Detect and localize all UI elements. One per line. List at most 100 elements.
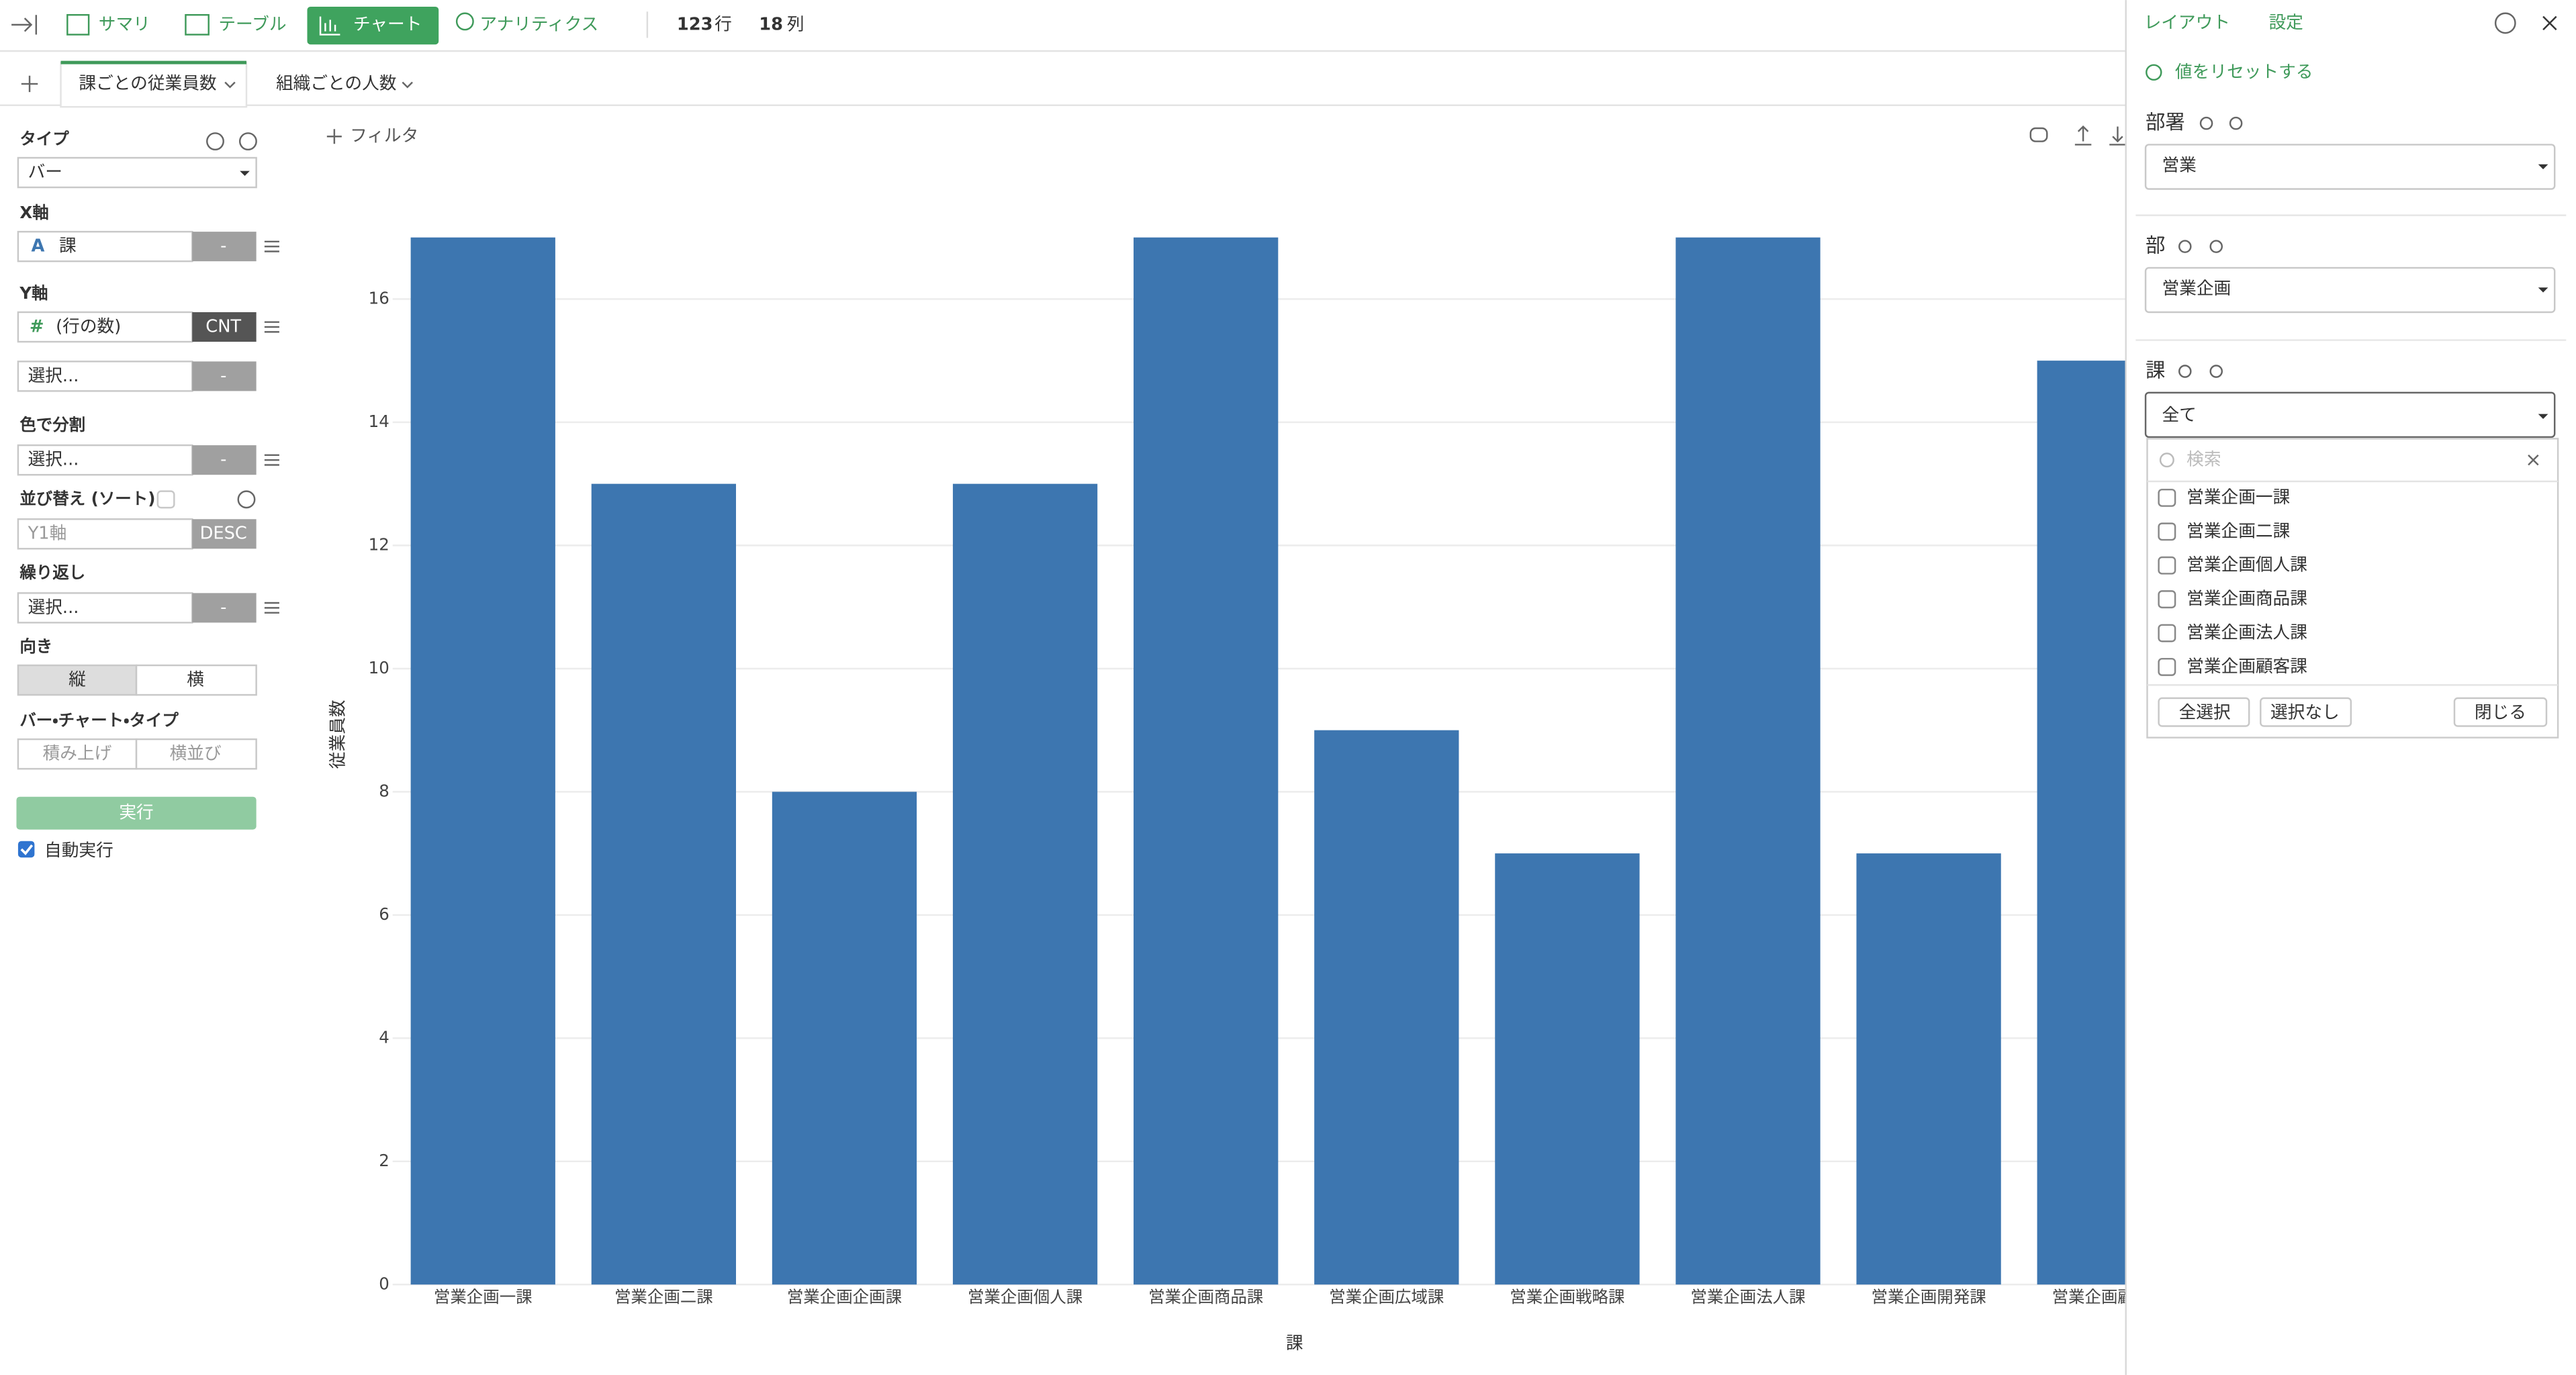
comment-icon[interactable] [2029, 127, 2048, 142]
gear-icon[interactable] [238, 132, 257, 151]
field-value[interactable]: 課 [59, 236, 77, 256]
refresh-icon[interactable] [2229, 116, 2243, 130]
refresh-icon[interactable] [2209, 240, 2223, 253]
toggle[interactable] [135, 738, 257, 770]
field-value[interactable]: (行の数) [56, 317, 121, 337]
field[interactable] [17, 311, 193, 343]
field-placeholder[interactable]: 選択... [28, 366, 79, 386]
option-checkbox[interactable] [2158, 522, 2176, 541]
select[interactable] [17, 156, 257, 189]
run-button[interactable] [16, 796, 257, 830]
checkbox-label[interactable]: 自動実行 [44, 841, 113, 861]
gear-icon[interactable] [2199, 116, 2213, 130]
toggle[interactable] [135, 664, 257, 696]
reset-icon[interactable] [2146, 64, 2162, 81]
sheet-tab[interactable]: 組織ごとの人数 [276, 73, 396, 93]
agg[interactable] [192, 519, 257, 549]
agg-value[interactable]: - [220, 450, 226, 470]
close-icon[interactable] [2542, 15, 2557, 31]
drag[interactable] [264, 240, 279, 252]
field[interactable] [17, 518, 193, 550]
export-icon[interactable] [2074, 125, 2092, 146]
panel-tab[interactable]: 設定 [2269, 13, 2303, 33]
tab-analytics[interactable]: アナリティクス [479, 14, 598, 34]
agg-value[interactable]: - [220, 236, 226, 256]
add-filter-icon[interactable] [326, 129, 342, 144]
download-icon[interactable] [2109, 126, 2126, 146]
collapse-icon[interactable] [11, 15, 38, 35]
tab-summary[interactable]: サマリ [99, 14, 150, 34]
option-label[interactable]: 営業企画個人課 [2187, 555, 2307, 575]
field[interactable] [17, 592, 193, 624]
agg-value[interactable]: DESC [200, 524, 247, 544]
option-label[interactable]: 営業企画二課 [2187, 521, 2290, 541]
agg[interactable] [192, 593, 257, 623]
agg-value[interactable]: CNT [205, 317, 241, 337]
reset[interactable]: 値をリセットする [2175, 62, 2313, 82]
select-value[interactable]: 営業企画 [2162, 279, 2232, 299]
toggle-label[interactable]: 縦 [68, 669, 86, 690]
add-tab[interactable] [21, 75, 38, 93]
clear-icon[interactable] [2528, 454, 2539, 466]
toggle-label[interactable]: 横並び [170, 744, 222, 764]
panel-tab[interactable]: レイアウト [2144, 13, 2230, 33]
button[interactable] [2158, 697, 2250, 727]
toggle-label[interactable]: 積み上げ [43, 744, 112, 764]
column-unit: 列 [787, 14, 804, 34]
select-value[interactable]: 営業 [2162, 156, 2197, 176]
chevron [224, 81, 236, 89]
field[interactable] [17, 230, 193, 263]
select[interactable] [2144, 144, 2556, 190]
agg-value[interactable]: - [220, 598, 226, 618]
option-checkbox[interactable] [2158, 657, 2176, 676]
drag[interactable] [264, 454, 279, 466]
tab-table[interactable]: テーブル [218, 14, 286, 34]
field-placeholder[interactable]: 選択... [28, 598, 79, 618]
field-placeholder[interactable]: Y1軸 [28, 524, 67, 544]
gear-icon[interactable] [2178, 240, 2192, 253]
tab-chart[interactable]: チャート [353, 14, 422, 34]
field-placeholder[interactable]: 選択... [28, 450, 79, 470]
checkbox-checked[interactable] [17, 841, 35, 858]
select-value[interactable]: 全て [2162, 406, 2197, 426]
agg[interactable] [192, 312, 257, 342]
gear-icon[interactable] [237, 490, 256, 509]
caret [2538, 287, 2548, 293]
help-icon[interactable] [2494, 12, 2516, 34]
drag[interactable] [264, 602, 279, 614]
help-icon[interactable] [206, 132, 224, 151]
checkbox[interactable] [156, 490, 175, 509]
toggle-on[interactable] [17, 664, 138, 696]
number-icon: # [30, 317, 44, 337]
agg[interactable] [192, 361, 257, 391]
option-checkbox[interactable] [2158, 488, 2176, 507]
option-label[interactable]: 営業企画一課 [2187, 487, 2290, 508]
gear-icon[interactable] [2178, 365, 2192, 378]
option-checkbox[interactable] [2158, 590, 2176, 609]
select-open[interactable] [2144, 391, 2556, 438]
drag[interactable] [264, 321, 279, 333]
option-checkbox[interactable] [2158, 624, 2176, 643]
agg-value[interactable]: - [220, 366, 226, 386]
option-checkbox[interactable] [2158, 556, 2176, 575]
button-label[interactable]: 閉じる [2475, 702, 2526, 722]
button-label[interactable]: 全選択 [2179, 702, 2231, 722]
sheet-tab[interactable]: 課ごとの従業員数 [79, 73, 216, 93]
agg[interactable] [192, 445, 257, 475]
refresh-icon[interactable] [2209, 365, 2223, 378]
caret [240, 171, 250, 176]
option-label[interactable]: 営業企画商品課 [2187, 589, 2307, 609]
button-label[interactable]: 選択なし [2270, 702, 2340, 722]
option-label[interactable]: 営業企画法人課 [2187, 623, 2307, 643]
search-input[interactable]: 検索 [2187, 450, 2221, 470]
filter[interactable]: フィルタ [350, 126, 418, 146]
option-label[interactable]: 営業企画顧客課 [2187, 657, 2307, 677]
select[interactable] [2144, 267, 2556, 314]
agg[interactable] [192, 232, 257, 262]
select-value[interactable]: バー [28, 162, 62, 183]
run-label[interactable]: 実行 [119, 803, 153, 823]
bar [410, 237, 555, 1285]
toggle-label[interactable]: 横 [187, 669, 204, 690]
button[interactable] [2453, 697, 2548, 727]
button[interactable] [2260, 697, 2352, 727]
